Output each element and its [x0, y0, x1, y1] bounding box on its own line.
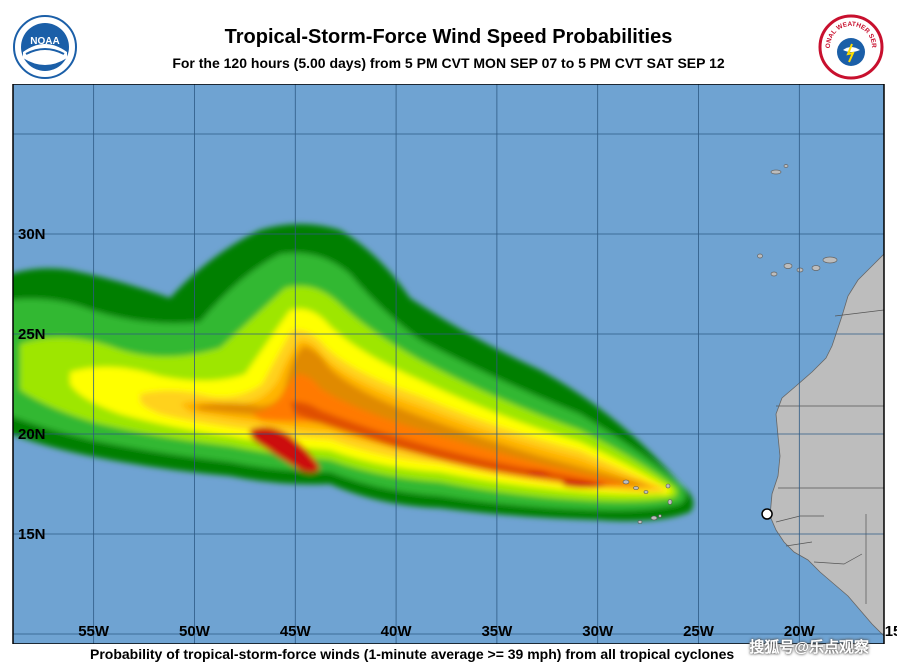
footer-caption: Probability of tropical-storm-force wind…: [90, 646, 735, 662]
lon-tick-label: 55W: [78, 623, 110, 640]
canary-islands: [757, 253, 838, 277]
header: NOAA Tropical-Storm-Force Wind Speed Pro…: [0, 0, 897, 84]
noaa-logo: NOAA: [12, 14, 78, 80]
probability-contour-level-7: [250, 374, 640, 486]
lon-tick-label: 45W: [280, 623, 312, 640]
lon-tick-label: 20W: [784, 623, 816, 640]
lat-tick-label: 15N: [18, 526, 46, 543]
lon-tick-label: 35W: [481, 623, 513, 640]
map: 55W 50W 45W 40W 35W 30W 25W 20W 15W 30N 25N 20N 15N: [0, 83, 897, 645]
lon-tick-label: 25W: [683, 623, 715, 640]
land-west-africa: [769, 253, 884, 644]
storm-position-marker: [761, 508, 773, 520]
lat-tick-label: 25N: [18, 326, 46, 343]
cape-verde-islands: [622, 479, 673, 524]
page-subtitle: For the 120 hours (5.00 days) from 5 PM …: [172, 55, 725, 71]
watermark: 搜狐号@乐点观察: [749, 639, 869, 656]
lat-lon-grid: [13, 84, 884, 644]
footer: Probability of tropical-storm-force wind…: [0, 644, 897, 666]
lon-tick-label: 50W: [179, 623, 211, 640]
page-title: Tropical-Storm-Force Wind Speed Probabil…: [224, 26, 673, 48]
axis-labels: 55W 50W 45W 40W 35W 30W 25W 20W 15W 30N 25N 20N 15N: [18, 226, 897, 640]
lon-tick-label: 40W: [381, 623, 413, 640]
lat-tick-label: 20N: [18, 426, 46, 443]
lon-tick-label: 15W: [885, 623, 897, 640]
probability-swath: [13, 224, 694, 521]
lon-tick-label: 30W: [582, 623, 614, 640]
svg-text:NOAA: NOAA: [30, 36, 59, 47]
probability-contour-level-9: [249, 427, 320, 473]
lat-tick-label: 30N: [18, 226, 46, 243]
probability-contour-level-10: [528, 471, 552, 476]
nws-logo: NATIONAL WEATHER SERVICE: [816, 9, 884, 80]
madeira: [770, 164, 789, 175]
probability-contour-level-11: [562, 480, 606, 488]
